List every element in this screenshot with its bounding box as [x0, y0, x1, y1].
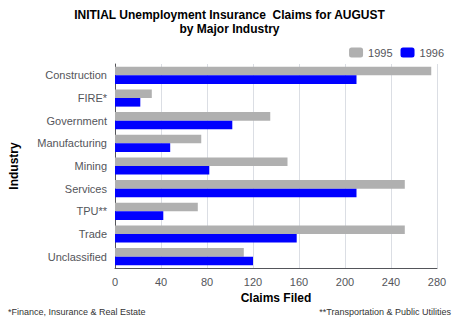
svg-text:280: 280: [428, 276, 446, 288]
svg-text:Construction: Construction: [45, 69, 107, 81]
svg-text:by Major Industry: by Major Industry: [179, 22, 279, 36]
svg-text:0: 0: [112, 276, 118, 288]
svg-text:160: 160: [290, 276, 308, 288]
svg-text:80: 80: [201, 276, 213, 288]
svg-text:*Finance, Insurance & Real Est: *Finance, Insurance & Real Estate: [8, 307, 146, 317]
svg-text:40: 40: [155, 276, 167, 288]
svg-text:Claims Filed: Claims Filed: [241, 291, 312, 305]
svg-text:Services: Services: [65, 183, 108, 195]
svg-text:**Transportation & Public Util: **Transportation & Public Utilities: [319, 307, 451, 317]
svg-text:Government: Government: [46, 115, 107, 127]
svg-text:1996: 1996: [420, 47, 444, 59]
svg-text:240: 240: [382, 276, 400, 288]
svg-text:FIRE*: FIRE*: [78, 92, 108, 104]
svg-text:Mining: Mining: [75, 160, 107, 172]
svg-text:200: 200: [336, 276, 354, 288]
svg-text:Industry: Industry: [7, 142, 21, 190]
svg-text:Trade: Trade: [79, 228, 107, 240]
svg-text:120: 120: [244, 276, 262, 288]
svg-text:1995: 1995: [368, 47, 392, 59]
svg-text:TPU**: TPU**: [76, 205, 107, 217]
svg-text:Unclassified: Unclassified: [48, 251, 107, 263]
svg-text:Manufacturing: Manufacturing: [37, 137, 107, 149]
svg-text:INITIAL Unemployment Insurance: INITIAL Unemployment Insurance Claims fo…: [74, 8, 385, 22]
